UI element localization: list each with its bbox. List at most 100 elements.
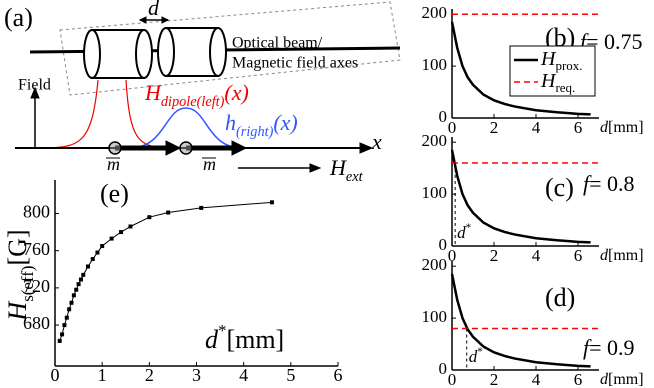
legend-label-part: prox. — [555, 58, 582, 73]
y-tick-label: 0 — [439, 359, 448, 378]
hext-label: Hext — [329, 155, 364, 185]
f-annotation-part: = 0.75 — [586, 29, 642, 54]
x-tick-label: 0 — [448, 370, 457, 388]
y-tick-label: 760 — [23, 239, 50, 259]
f-annotation-part: f — [580, 29, 589, 54]
y-tick-label: 100 — [422, 183, 448, 202]
legend-label-part: H — [540, 48, 557, 70]
x-tick-label: 4 — [532, 118, 541, 137]
dstar-label-part: d — [469, 347, 478, 366]
marker — [57, 338, 62, 343]
x-tick-label: 4 — [532, 246, 541, 265]
dstar-label-part: * — [477, 346, 483, 358]
x-tick-label: 3 — [192, 365, 201, 385]
x-axis-label: d[mm] — [600, 371, 644, 388]
marker — [64, 315, 69, 320]
panel-label: (d) — [545, 283, 575, 312]
marker — [62, 323, 67, 328]
dipole-label-part: dipole(left) — [161, 94, 225, 110]
field-label: Field — [18, 77, 51, 94]
x-axis-label-part: d — [205, 325, 219, 354]
marker — [166, 210, 171, 215]
marker — [119, 230, 124, 235]
marker — [67, 307, 72, 312]
marker — [78, 277, 83, 282]
marker — [269, 200, 274, 205]
x-axis-label: d[mm] — [600, 119, 644, 136]
dstar-label: d* — [457, 222, 471, 242]
x-tick-label: 2 — [490, 246, 499, 265]
hext-label-part: H — [329, 155, 347, 180]
y-axis-label-part: H — [3, 301, 32, 322]
x-axis-label-part: [mm] — [608, 247, 644, 264]
f-annotation-part: = 0.8 — [589, 171, 634, 196]
x-tick-label: 5 — [286, 365, 295, 385]
marker — [109, 236, 114, 241]
h-label-part: h — [225, 110, 236, 135]
x-tick-label: 4 — [239, 365, 248, 385]
f-annotation-part: f — [583, 171, 592, 196]
y-tick-label: 200 — [422, 255, 448, 274]
f-annotation-part: f — [583, 335, 592, 360]
series-line — [450, 21, 591, 116]
dstar-label: d* — [469, 346, 483, 366]
diagram-shapes — [15, 1, 401, 173]
f-annotation: f= 0.8 — [583, 171, 635, 196]
dipole-label-part: (x) — [224, 80, 248, 105]
y-axis-label-part: s(eff) — [18, 266, 37, 302]
y-axis-label-part: [G] — [3, 229, 32, 265]
axes-label: Magnetic field axes — [232, 55, 358, 72]
h-label-part: (right) — [236, 124, 274, 140]
x-axis-label-part: d — [600, 119, 609, 136]
marker — [95, 250, 100, 255]
marker — [71, 293, 76, 298]
legend-box — [509, 45, 596, 97]
y-tick-label: 100 — [422, 307, 448, 326]
marker — [74, 287, 79, 292]
marker — [100, 244, 105, 249]
dipole-label: Hdipole(left)(x) — [144, 80, 249, 110]
dstar-label-part: d — [457, 223, 466, 242]
x-axis-label-part: * — [218, 321, 226, 340]
x-axis-label: d[mm] — [600, 247, 644, 264]
panel-label: (e) — [100, 179, 129, 208]
legend-label: Hreq. — [540, 70, 575, 96]
x-axis-label-part: [mm] — [608, 119, 644, 136]
marker — [86, 264, 91, 269]
axes-label: Optical beam/ — [232, 35, 323, 52]
x-tick-label: 6 — [574, 118, 583, 137]
x-tick-label: 2 — [490, 370, 499, 388]
f-annotation: f= 0.75 — [580, 29, 643, 54]
x-axis-label-part: [mm] — [226, 325, 284, 354]
series-line — [450, 149, 591, 244]
x-tick-label: 6 — [574, 370, 583, 388]
dipole-label-part: H — [144, 80, 162, 105]
panel-label: (a) — [4, 3, 33, 32]
x-tick-label: 1 — [98, 365, 107, 385]
panel-label: (c) — [545, 173, 574, 202]
x-axis-label-part: d — [600, 247, 609, 264]
x-tick-label: 6 — [334, 365, 343, 385]
series-line — [450, 273, 591, 368]
f-annotation-part: = 0.9 — [589, 335, 634, 360]
x-tick-label: 6 — [574, 246, 583, 265]
dstar-label-part: * — [466, 222, 472, 234]
series-line — [59, 201, 273, 342]
y-tick-label: 720 — [23, 276, 50, 296]
legend-label: Hprox. — [540, 48, 583, 74]
moment-label: m — [203, 154, 216, 174]
moment-label: m — [107, 154, 120, 174]
y-tick-label: 680 — [23, 313, 50, 333]
x-tick-label: 0 — [51, 365, 60, 385]
marker — [76, 282, 81, 287]
x-tick-label: 2 — [145, 365, 154, 385]
marker — [81, 272, 86, 277]
y-tick-label: 200 — [422, 131, 448, 150]
y-tick-label: 100 — [422, 55, 448, 74]
x-tick-label: 4 — [532, 370, 541, 388]
distance-label: d — [148, 0, 160, 20]
x-label: x — [371, 129, 382, 154]
marker — [60, 332, 65, 337]
x-axis-label: d*[mm] — [205, 321, 284, 354]
